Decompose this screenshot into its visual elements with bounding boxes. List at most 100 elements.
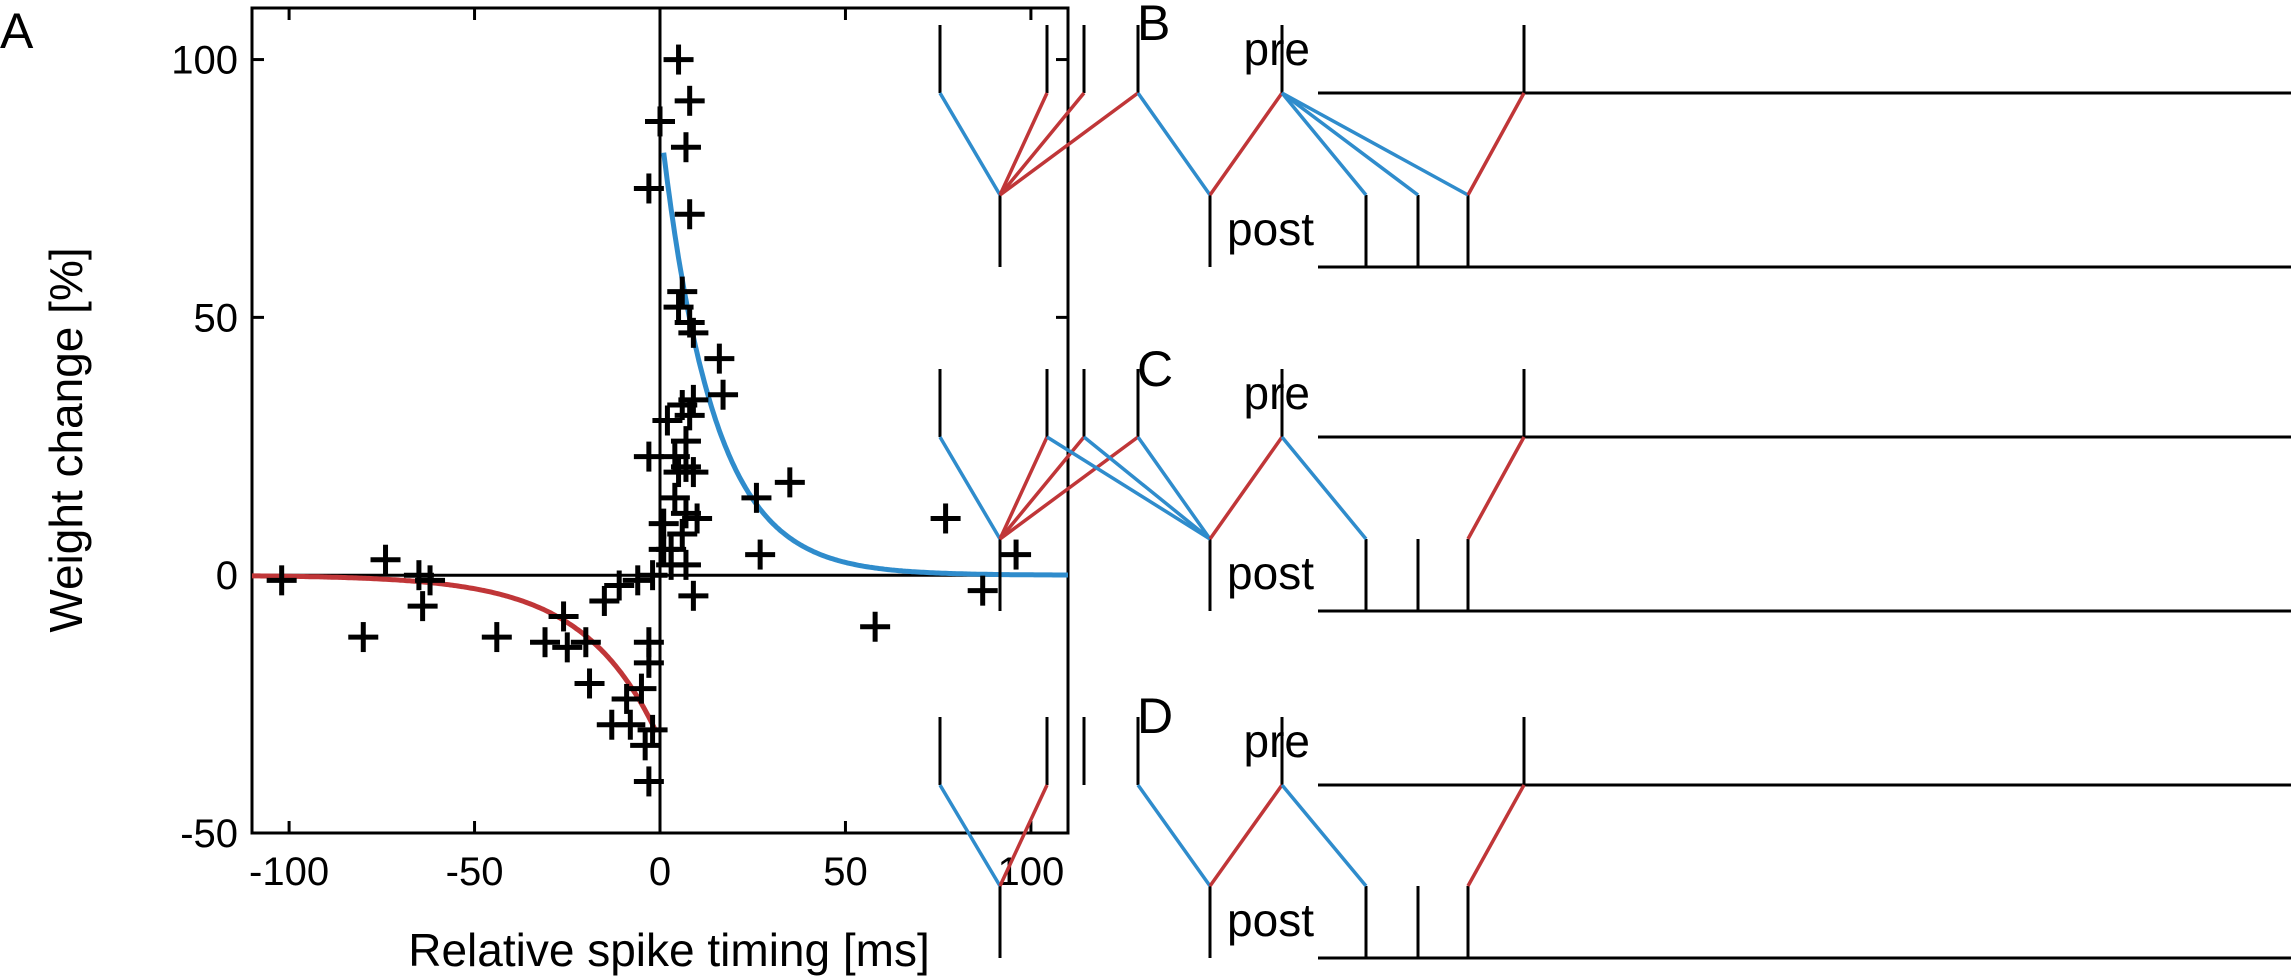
data-point-marker — [741, 482, 772, 513]
data-point-marker — [370, 544, 401, 575]
data-point-marker — [633, 173, 664, 204]
ltd-pairing-line — [1466, 436, 1526, 540]
x-tick-label: -50 — [446, 850, 504, 894]
data-point-marker — [626, 673, 657, 704]
data-point-marker — [648, 508, 679, 539]
ltp-pairing-line — [1280, 91, 1368, 197]
ltd-pairing-line — [998, 436, 1049, 540]
data-point-marker — [637, 560, 668, 591]
data-point-marker — [967, 575, 998, 606]
data-point-marker — [682, 503, 713, 534]
ltp-pairing-line — [1280, 783, 1368, 888]
post-label: post — [1227, 203, 1314, 255]
x-tick-label: -100 — [249, 850, 329, 894]
data-point-marker — [670, 132, 701, 163]
panel-b-label: B — [1137, 0, 1170, 51]
data-point-marker — [670, 426, 701, 457]
data-point-marker — [678, 580, 709, 611]
data-point-marker — [652, 405, 683, 436]
ltd-pairing-line — [998, 784, 1049, 887]
ltp-pairing-line — [1082, 435, 1212, 541]
data-point-marker — [1001, 539, 1032, 570]
x-axis-title: Relative spike timing [ms] — [408, 924, 930, 976]
ltp-fit-curve — [661, 152, 1068, 578]
ltd-pairing-line — [1208, 783, 1284, 888]
ltp-pairing-line — [1136, 91, 1212, 197]
ltp-pairing-line — [1280, 435, 1368, 541]
data-point-marker — [407, 591, 438, 622]
data-point-marker — [415, 565, 446, 596]
data-point-marker — [667, 518, 698, 549]
data-point-marker — [663, 44, 694, 75]
panel-d-label: D — [1137, 688, 1173, 744]
data-point-marker — [589, 585, 620, 616]
ltd-pairing-line — [998, 435, 1140, 541]
y-tick-label: 50 — [194, 296, 239, 340]
ltp-pairing-line — [1136, 435, 1212, 541]
data-point-marker — [678, 384, 709, 415]
x-tick-label: 0 — [649, 850, 671, 894]
data-point-marker — [663, 292, 694, 323]
data-point-marker — [860, 611, 891, 642]
data-point-marker — [574, 668, 605, 699]
pre-label: pre — [1244, 23, 1310, 75]
data-point-marker — [678, 317, 709, 348]
ltd-pairing-line — [998, 91, 1086, 197]
panel-a-label: A — [0, 3, 34, 59]
data-point-marker — [774, 467, 805, 498]
data-point-marker — [667, 276, 698, 307]
post-label: post — [1227, 894, 1314, 946]
post-label: post — [1227, 547, 1314, 599]
data-point-marker — [570, 627, 601, 658]
ltp-pairing-line — [938, 92, 1002, 196]
data-point-marker — [708, 379, 739, 410]
data-point-marker — [745, 539, 776, 570]
data-point-marker — [656, 534, 687, 565]
pre-label: pre — [1244, 715, 1310, 767]
data-point-marker — [674, 85, 705, 116]
data-point-marker — [622, 565, 653, 596]
data-point-marker — [266, 565, 297, 596]
y-tick-label: 100 — [171, 39, 238, 83]
ltp-pairing-line — [938, 436, 1002, 540]
ltd-pairing-line — [1466, 784, 1526, 887]
ltd-pairing-line — [1208, 435, 1284, 541]
panel-c-label: C — [1137, 341, 1173, 397]
y-axis-title: Weight change [%] — [40, 247, 92, 632]
data-point-marker — [678, 457, 709, 488]
data-point-marker — [630, 730, 661, 761]
ltp-pairing-line — [938, 784, 1002, 887]
data-point-marker — [674, 400, 705, 431]
data-point-marker — [348, 622, 379, 653]
data-point-marker — [633, 766, 664, 797]
data-point-marker — [548, 601, 579, 632]
data-point-marker — [604, 570, 635, 601]
y-tick-label: -50 — [180, 812, 238, 856]
pre-label: pre — [1244, 367, 1310, 419]
data-point-marker — [552, 632, 583, 663]
y-tick-label: 0 — [216, 554, 238, 598]
data-point-marker — [670, 549, 701, 580]
data-point-marker — [645, 106, 675, 137]
x-tick-label: 50 — [823, 850, 868, 894]
ltd-pairing-line — [1466, 92, 1526, 196]
data-point-marker — [637, 714, 668, 745]
data-point-marker — [674, 199, 705, 230]
data-point-marker — [704, 343, 735, 374]
ltp-pairing-line — [1281, 91, 1469, 197]
data-point-marker — [670, 451, 701, 482]
data-point-marker — [930, 503, 961, 534]
ltd-pairing-line — [998, 92, 1049, 196]
data-point-marker — [633, 441, 664, 472]
data-point-marker — [481, 622, 512, 653]
ltp-pairing-line — [1136, 783, 1212, 888]
data-point-marker — [633, 647, 664, 678]
ltd-fit-curve — [252, 573, 659, 734]
ltd-pairing-line — [1208, 91, 1284, 197]
